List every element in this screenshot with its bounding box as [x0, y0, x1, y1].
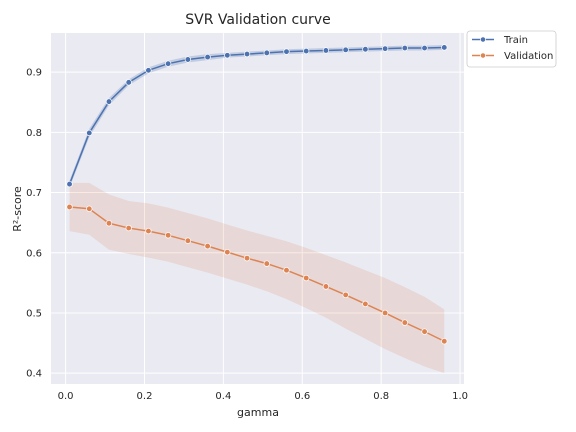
validation-series-line	[69, 206, 445, 342]
marker-layer	[66, 44, 448, 345]
train-point	[204, 53, 211, 61]
train-point	[421, 44, 428, 52]
train-point	[283, 48, 290, 55]
validation-point	[125, 224, 132, 232]
chart-title: SVR Validation curve	[185, 12, 330, 28]
validation-point	[66, 203, 73, 211]
y-tick-label: 0.6	[26, 248, 42, 259]
legend-train-marker	[480, 36, 486, 43]
validation-point	[145, 227, 152, 235]
train-point	[66, 180, 73, 188]
train-point	[381, 45, 389, 52]
y-tick-label: 0.4	[26, 369, 42, 380]
line-layer	[68, 46, 445, 342]
x-tick-label: 1.0	[452, 391, 468, 402]
train-point	[342, 46, 349, 54]
y-tick-label: 0.8	[26, 128, 42, 139]
train-point	[401, 44, 408, 52]
train-series-line	[68, 46, 445, 185]
validation-point	[303, 274, 310, 282]
train-point	[322, 47, 330, 54]
y-axis-label: R²-score	[11, 186, 24, 232]
train-point	[263, 49, 270, 57]
y-tick-label: 0.7	[26, 188, 42, 199]
x-tick-label: 0.0	[58, 391, 74, 402]
x-tick-label: 0.6	[294, 391, 310, 402]
train-point	[303, 47, 310, 55]
validation-point	[263, 260, 270, 267]
x-tick-label: 0.4	[215, 391, 231, 402]
tick-layer: 0.0 0.2 0.4 0.6 0.8 1.0 0.4 0.5 0.6 0.7 0.8 0.9	[26, 68, 468, 402]
train-point	[86, 129, 93, 137]
validation-point	[86, 205, 93, 212]
train-point	[184, 56, 192, 63]
validation-point	[184, 237, 192, 244]
train-point	[243, 50, 251, 58]
validation-point	[322, 283, 330, 290]
validation-point	[224, 248, 231, 256]
validation-point	[421, 328, 428, 335]
validation-point	[401, 319, 408, 326]
validation-point	[105, 220, 113, 227]
train-point	[362, 46, 369, 53]
train-point	[224, 52, 231, 59]
legend-validation-marker	[480, 52, 486, 59]
validation-confidence-band	[69, 182, 445, 374]
x-tick-label: 0.8	[373, 391, 389, 402]
y-tick-label: 0.5	[26, 308, 42, 319]
train-point	[145, 67, 152, 74]
legend: Train Validation	[466, 30, 557, 68]
legend-train-label: Train	[503, 35, 528, 46]
legend-validation-label: Validation	[504, 51, 553, 62]
y-tick-label: 0.9	[26, 68, 42, 79]
train-point	[165, 60, 172, 67]
validation-point	[441, 338, 448, 345]
x-axis-label: gamma	[237, 406, 279, 419]
train-point	[125, 79, 132, 86]
band-layer	[69, 45, 445, 374]
train-point	[105, 98, 113, 105]
validation-point	[342, 291, 349, 299]
validation-point	[204, 242, 211, 250]
validation-point	[165, 232, 172, 239]
x-tick-label: 0.2	[137, 391, 153, 402]
validation-point	[283, 267, 290, 274]
grid-layer	[51, 33, 464, 384]
train-point	[441, 44, 448, 51]
validation-point	[362, 300, 369, 308]
validation-point	[381, 309, 389, 317]
validation-point	[243, 255, 251, 262]
